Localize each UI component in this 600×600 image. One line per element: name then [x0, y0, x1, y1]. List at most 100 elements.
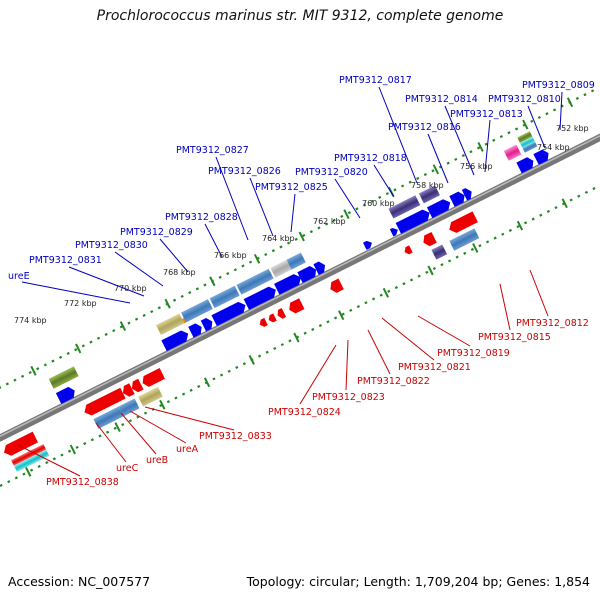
major-tick — [432, 164, 440, 175]
major-tick — [159, 399, 166, 410]
gene-arrow[interactable] — [403, 245, 413, 255]
major-tick — [561, 198, 568, 209]
gene-arrow[interactable] — [533, 148, 551, 165]
gene-arrow[interactable] — [55, 385, 77, 404]
top-gene-label: PMT9312_0829 — [120, 227, 193, 238]
gene-arrow[interactable] — [140, 368, 165, 389]
gene-labels: 752 kbp 754 kbp 756 kbp 758 kbp 760 kbp 762 k… — [8, 75, 595, 488]
callout-line — [334, 178, 361, 219]
major-tick — [293, 332, 300, 343]
gene-arrow[interactable] — [267, 313, 277, 323]
callout-line — [68, 266, 145, 297]
gene-arrow[interactable] — [421, 231, 437, 248]
gene-arrow[interactable] — [297, 264, 318, 284]
callout-line — [345, 339, 349, 391]
callout-line — [444, 105, 475, 176]
major-ticks — [25, 97, 574, 477]
gene-arrow[interactable] — [129, 378, 144, 394]
gene-arrow[interactable] — [258, 317, 268, 328]
bottom-gene-label: PMT9312_0824 — [268, 407, 341, 418]
callout-line — [373, 164, 395, 198]
gene-block[interactable] — [181, 299, 213, 323]
major-tick — [516, 220, 524, 231]
gene-block[interactable] — [418, 185, 440, 204]
bottom-gene-label: PMT9312_0815 — [478, 332, 551, 343]
gene-block[interactable] — [236, 268, 274, 295]
backbone-strip — [0, 87, 600, 491]
gene-arrow[interactable] — [211, 300, 248, 326]
gene-arrow[interactable] — [161, 328, 191, 352]
top-gene-label: PMT9312_0826 — [208, 166, 281, 177]
bottom-gene-label: ureC — [116, 463, 139, 474]
gene-arrow[interactable] — [449, 190, 467, 207]
top-gene-label: PMT9312_0809 — [522, 80, 595, 91]
top-tick-track — [0, 87, 598, 413]
gene-block[interactable] — [522, 141, 538, 153]
gene-arrow[interactable] — [243, 284, 279, 310]
major-tick — [427, 265, 434, 276]
gene-arrow[interactable] — [328, 278, 344, 295]
gene-block[interactable] — [388, 195, 421, 219]
kbp-label: 758 kbp — [411, 181, 444, 190]
top-gene-label: PMT9312_0831 — [29, 255, 102, 266]
gene-arrow[interactable] — [287, 298, 305, 315]
kbp-label: 752 kbp — [556, 124, 589, 133]
bottom-gene-label: PMT9312_0821 — [398, 362, 471, 373]
gene-block[interactable] — [138, 386, 163, 407]
major-tick — [69, 444, 77, 455]
gene-arrow[interactable] — [82, 387, 126, 418]
forward-arrows — [55, 148, 551, 404]
callout-line — [21, 281, 131, 304]
gene-block[interactable] — [11, 444, 47, 466]
kbp-label: 766 kbp — [214, 251, 247, 260]
gene-block[interactable] — [48, 366, 79, 389]
gene-arrow[interactable] — [461, 186, 475, 201]
callout-line — [204, 223, 223, 258]
bottom-tick-track — [0, 166, 600, 491]
major-tick — [75, 343, 82, 354]
gene-arrow[interactable] — [1, 431, 39, 458]
gene-block[interactable] — [517, 131, 533, 143]
callout-line — [17, 444, 81, 477]
callout-line — [95, 422, 127, 463]
gene-block[interactable] — [503, 144, 522, 161]
gene-block[interactable] — [286, 252, 306, 270]
major-tick — [338, 310, 345, 321]
gene-arrow[interactable] — [395, 207, 433, 234]
gene-block[interactable] — [118, 398, 140, 417]
gene-arrow[interactable] — [447, 211, 478, 235]
gene-block[interactable] — [156, 313, 185, 335]
accession-text: Accession: NC_007577 — [8, 574, 151, 589]
callout-line — [427, 133, 449, 184]
gene-block[interactable] — [519, 136, 536, 149]
major-tick — [114, 422, 121, 433]
gene-block[interactable] — [209, 285, 240, 309]
major-tick — [119, 321, 127, 331]
gene-arrow[interactable] — [426, 197, 453, 219]
gene-arrow[interactable] — [274, 272, 304, 295]
gene-block[interactable] — [13, 449, 50, 472]
kbp-label: 770 kbp — [114, 284, 147, 293]
gene-arrow[interactable] — [188, 322, 204, 338]
gene-arrow[interactable] — [120, 383, 135, 398]
bottom-gene-label: ureA — [176, 444, 199, 455]
callout-line — [559, 91, 563, 131]
gene-arrow[interactable] — [200, 316, 215, 332]
callout-line — [529, 269, 549, 317]
gene-arrow[interactable] — [516, 155, 536, 174]
gene-block[interactable] — [449, 228, 480, 251]
gene-arrow[interactable] — [389, 226, 400, 237]
top-gene-label: PMT9312_0814 — [405, 94, 478, 105]
gene-block[interactable] — [270, 259, 292, 278]
gene-arrow[interactable] — [363, 239, 374, 250]
callout-line — [120, 412, 157, 455]
gene-arrow[interactable] — [275, 308, 287, 320]
kbp-label: 764 kbp — [262, 234, 295, 243]
gene-block[interactable] — [93, 406, 124, 429]
major-tick — [477, 142, 484, 152]
gene-arrow[interactable] — [313, 260, 327, 275]
gene-block[interactable] — [431, 244, 448, 260]
top-gene-label: PMT9312_0828 — [165, 212, 238, 223]
callout-line — [527, 105, 546, 149]
callout-line — [381, 317, 435, 361]
